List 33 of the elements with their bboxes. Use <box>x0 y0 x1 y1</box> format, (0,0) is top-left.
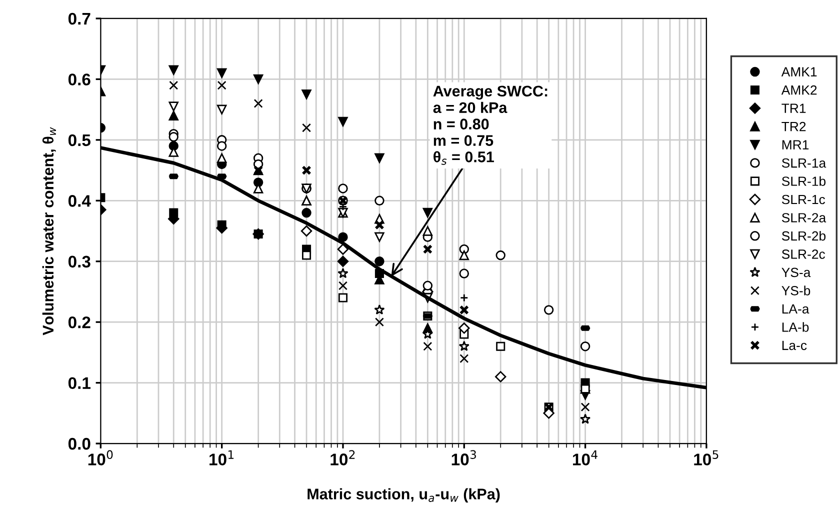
legend-label: LA-a <box>782 304 810 314</box>
legend-label: SLR-2a <box>782 213 826 222</box>
y-tick-label: 0.3 <box>68 256 90 268</box>
x-tick-label: 10$^{1}$ <box>210 450 234 466</box>
legend-label: SLR-2b <box>782 230 826 241</box>
y-tick-label: 0.1 <box>68 377 90 390</box>
legend-label: TR2 <box>782 122 806 132</box>
y-tick-label: 0.4 <box>68 195 91 207</box>
x-tick-label: 10$^{3}$ <box>452 450 476 466</box>
y-tick-label: 0.0 <box>68 438 90 450</box>
x-tick-label: 10$^{5}$ <box>694 450 718 466</box>
legend-label: TR1 <box>782 104 806 113</box>
y-axis-title: Volumetric water content, θ$_{w}$ <box>42 127 56 336</box>
legend-label: SLR-1c <box>782 194 825 204</box>
legend-label: LA-b <box>782 322 809 332</box>
legend-label: AMK2 <box>781 85 817 95</box>
legend-label: MR1 <box>782 140 809 150</box>
y-tick-label: 0.7 <box>68 12 90 25</box>
legend-label: YS-a <box>782 268 811 278</box>
x-tick-label: 10$^{2}$ <box>330 450 355 466</box>
legend-label: La-c <box>782 340 807 350</box>
legend-label: AMK1 <box>781 67 817 76</box>
x-tick-label: 10$^{4}$ <box>573 450 598 466</box>
y-tick-label: 0.6 <box>68 74 90 86</box>
x-tick-label: 10$^{0}$ <box>88 450 113 466</box>
x-axis-title: Matric suction, u$_{a}$-u$_{w}$ (kPa) <box>308 488 500 502</box>
annotation: Average SWCC: a = 20 kPa n = 0.80 m = 0.75 θ$_{s}$ = 0.51 <box>433 86 548 165</box>
legend-label: SLR-2c <box>782 250 825 259</box>
y-tick-label: 0.2 <box>68 316 90 328</box>
legend-label: YS-b <box>782 286 810 296</box>
legend-label: SLR-1b <box>782 176 826 186</box>
y-tick-label: 0.5 <box>68 134 90 146</box>
legend-label: SLR-1a <box>782 158 826 168</box>
